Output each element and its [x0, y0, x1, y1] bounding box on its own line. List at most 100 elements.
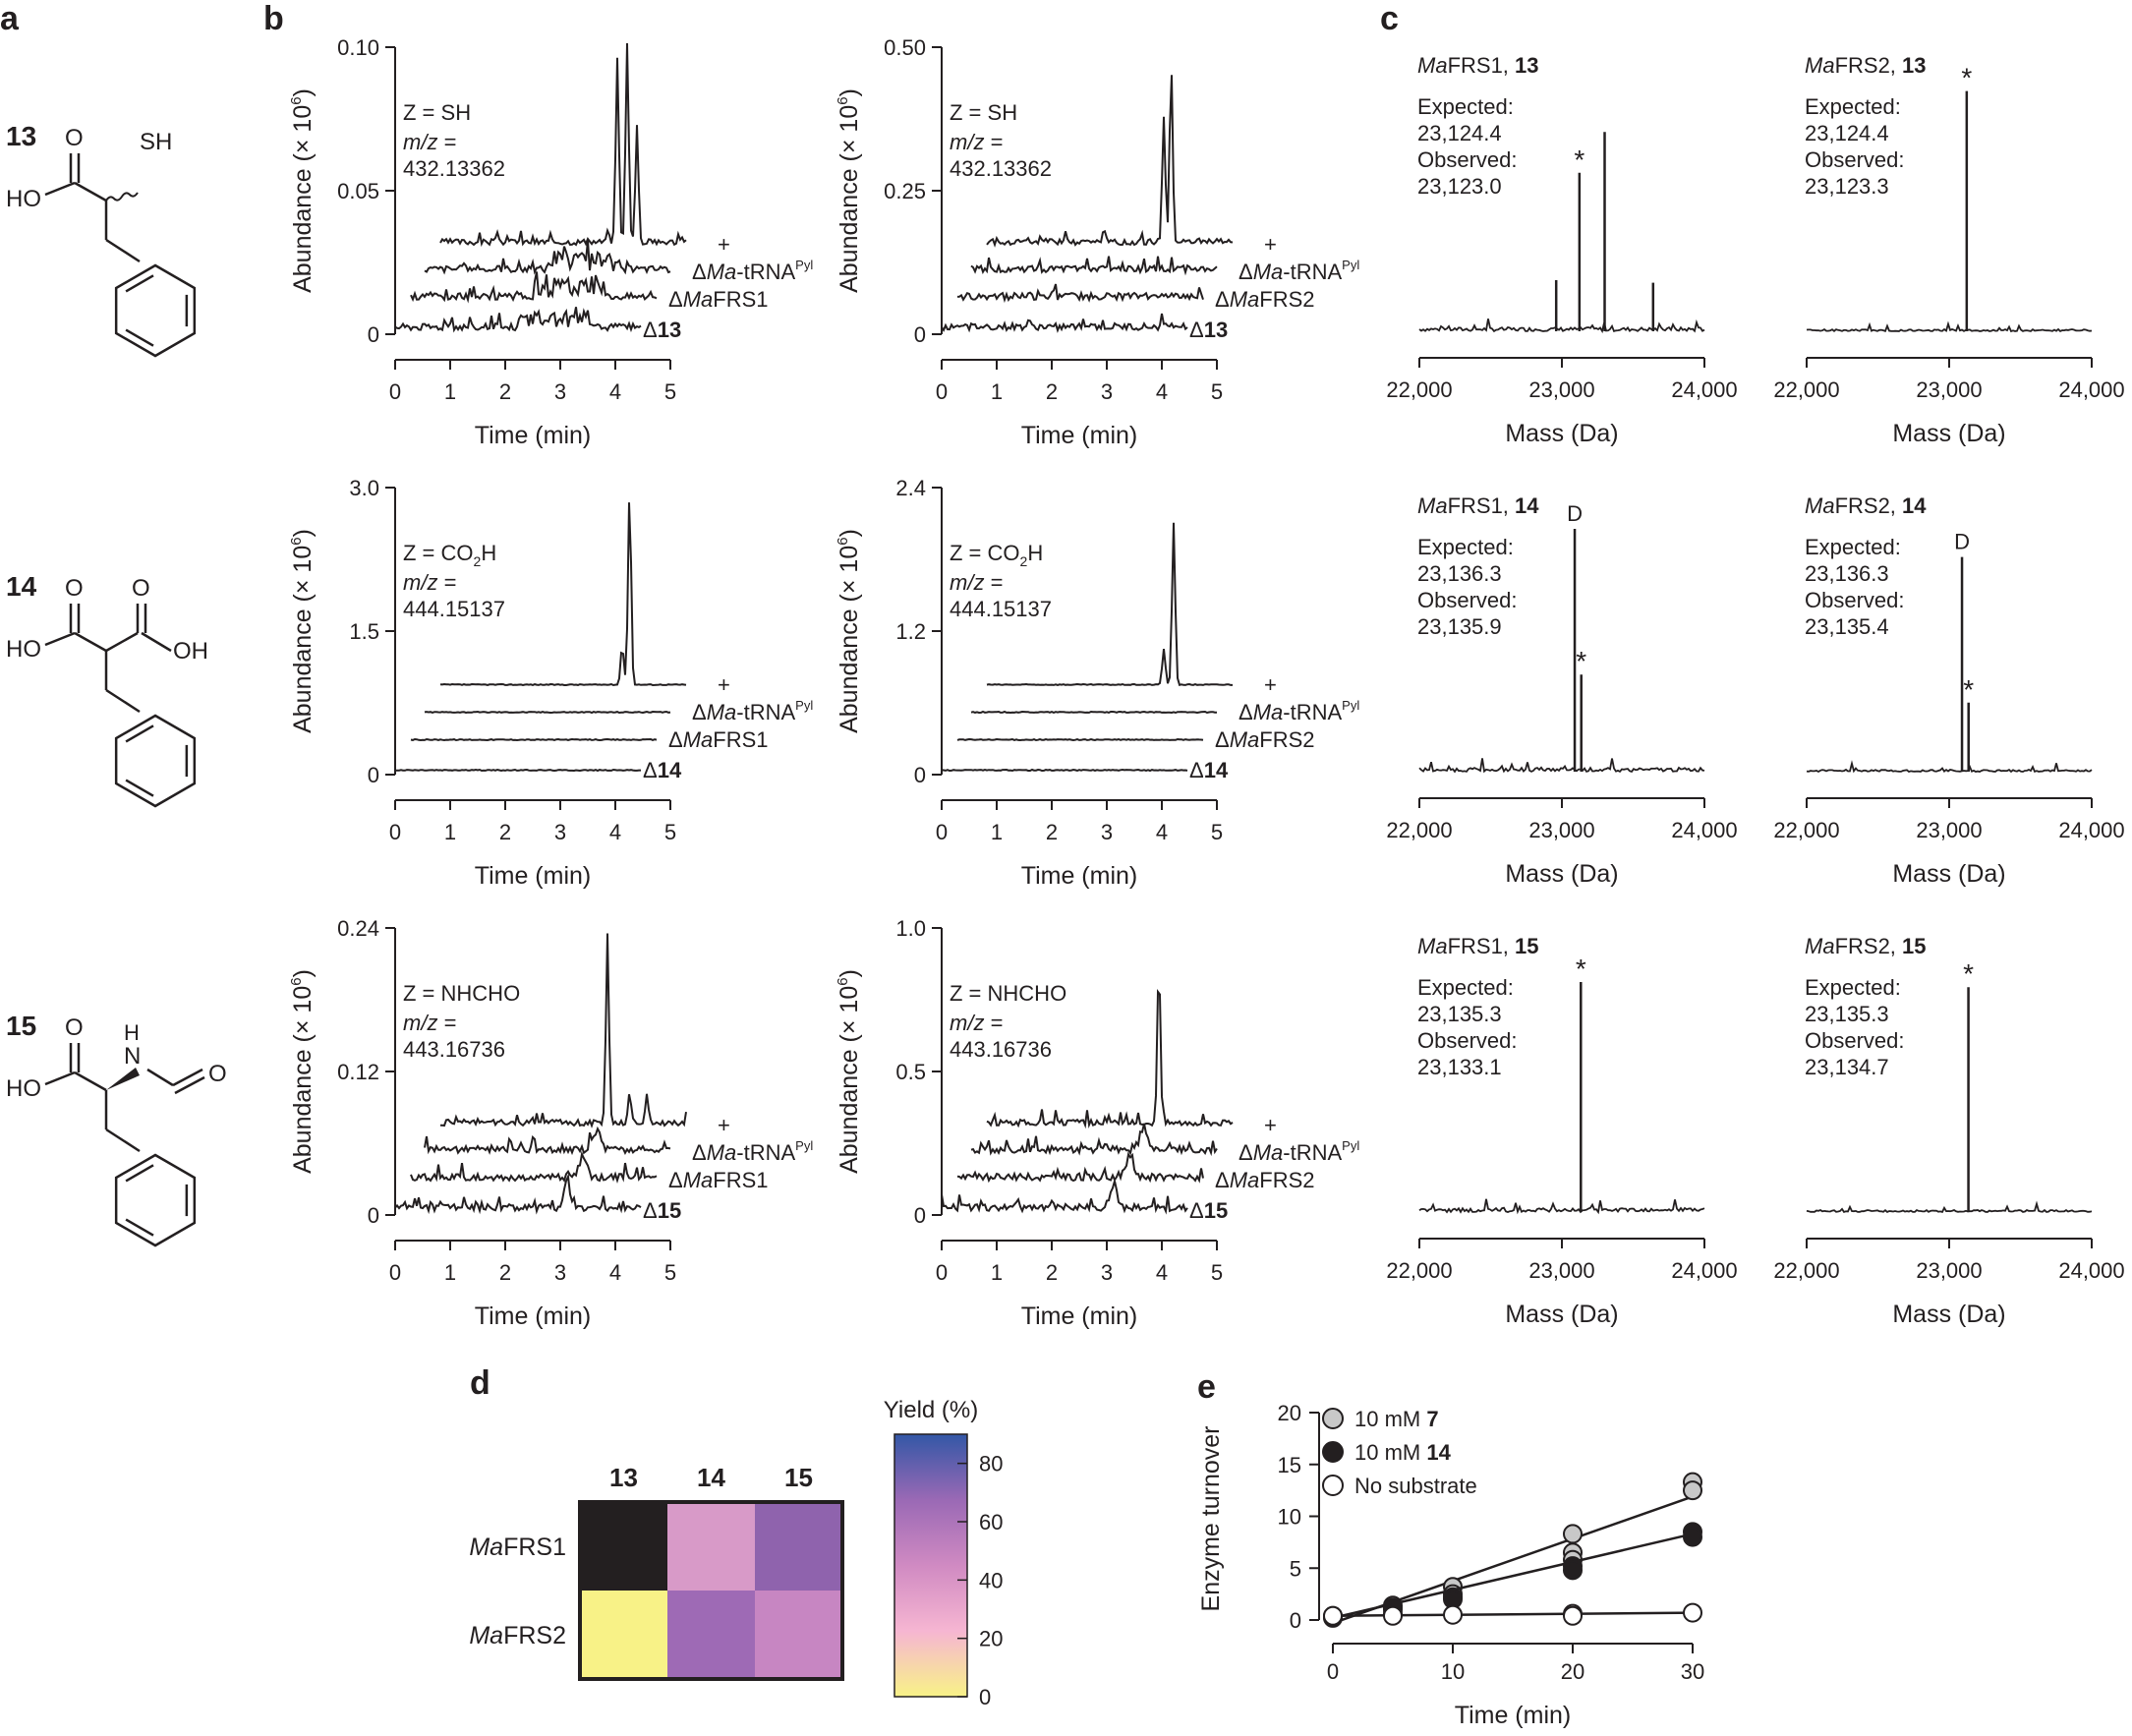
compound-15-o-label: O [208, 1061, 227, 1087]
compound-13-benzene-double-bond-0 [125, 274, 154, 293]
chrom-3-trace-plus: + [1264, 672, 1277, 697]
turnover-xlabel: Time (min) [1455, 1702, 1572, 1729]
chrom-4-ylabel-exp: 6 [288, 977, 305, 985]
chrom-4-tl2-frs: FRS1 [713, 1168, 768, 1192]
chrom-1-tl3-delta: Δ [1189, 318, 1204, 342]
turnover-y-ticklabel-1: 15 [1278, 1453, 1301, 1477]
chrom-5-trace-label-1: ΔMa-tRNAPyl [1239, 1138, 1359, 1165]
chrom-3-mz-italic: m/z [950, 570, 984, 595]
chrom-5-tl2-frs: FRS2 [1259, 1168, 1314, 1192]
chrom-2-trace-2 [410, 737, 658, 742]
ms-5-title: MaFRS2, 15 [1805, 934, 1927, 958]
chrom-5-ylabel-main: Abundance (× 10 [836, 986, 863, 1174]
chrom-4-trace-label-3: Δ15 [643, 1198, 681, 1223]
chrom-2-trace-label-2: ΔMaFRS1 [668, 727, 769, 752]
chrom-4-tl2-ma: Ma [683, 1168, 714, 1192]
panel-label-e: e [1197, 1368, 1216, 1406]
chrom-5-y-ticklabel-2: 0 [914, 1203, 926, 1228]
chrom-3-y-ticklabel-0: 2.4 [895, 476, 926, 500]
ms-0-title-frs: FRS1, [1448, 53, 1515, 78]
ms-4-expected-value: 23,135.3 [1417, 1002, 1502, 1026]
chrom-5-mz-eq: = [984, 1011, 1003, 1035]
turnover-point-0-10 [1683, 1480, 1702, 1501]
chrom-5-trace-label-2: ΔMaFRS2 [1215, 1168, 1315, 1192]
chrom-0-tl2-delta: Δ [668, 287, 683, 312]
chrom-5-x-ticklabel-2: 2 [1046, 1260, 1058, 1285]
chrom-0-mz-value: 432.13362 [403, 156, 505, 181]
chrom-1-z-prefix: Z = [950, 100, 988, 125]
chrom-3-y-ticklabel-2: 0 [914, 763, 926, 787]
chrom-3-x-ticklabel-1: 1 [991, 820, 1003, 844]
chrom-3-x-ticklabel-5: 5 [1211, 820, 1223, 844]
ms-0-x-ticklabel-2: 24,000 [1671, 377, 1737, 402]
chrom-5-ylabel-close: ) [836, 969, 863, 977]
chrom-0-ylabel-close: ) [289, 88, 317, 96]
chrom-5-y-ticklabel-1: 0.5 [895, 1060, 926, 1084]
legend-bold-1: 14 [1426, 1440, 1451, 1465]
chrom-4-ylabel-main: Abundance (× 10 [289, 986, 317, 1174]
heatmap-row-label-0: MaFRS1 [469, 1533, 566, 1561]
compound-15-h-label: H [124, 1020, 140, 1045]
chrom-3-mz-eq: = [984, 570, 1003, 595]
chrom-0-mz-italic: m/z [403, 130, 437, 154]
legend-bold-0: 7 [1426, 1407, 1438, 1431]
legend-label-2: No substrate [1354, 1474, 1477, 1498]
chrom-0-z-prefix: Z = [403, 100, 441, 125]
chrom-3-z-h: H [1027, 541, 1043, 565]
chrom-3-tl3-cmp: 14 [1204, 758, 1229, 782]
colorbar-ticklabel-0: 80 [979, 1452, 1003, 1476]
ms-3-title-frs: FRS2, [1835, 493, 1902, 518]
chrom-1-y-ticklabel-2: 0 [914, 322, 926, 347]
turnover-point-0-6 [1563, 1524, 1583, 1544]
turnover-point-2-0 [1323, 1605, 1343, 1626]
chrom-4-ylabel: Abundance (× 106) [288, 969, 317, 1174]
chrom-2-trace-1 [424, 710, 671, 715]
ms-4-x-ticklabel-0: 22,000 [1386, 1258, 1452, 1283]
turnover-y-ticklabel-2: 10 [1278, 1505, 1301, 1530]
heatmap-cell-1-2 [755, 1591, 842, 1679]
chrom-1-tl3-cmp: 13 [1204, 318, 1228, 342]
chrom-4-trace-label-1: ΔMa-tRNAPyl [692, 1138, 813, 1165]
compound-13-ring-bond [105, 238, 141, 263]
ms-3-x-ticklabel-0: 22,000 [1773, 818, 1839, 842]
chrom-3-trace-2 [956, 737, 1204, 742]
chrom-1-mz-label: m/z = [950, 130, 1003, 154]
chrom-0-trace-2 [410, 271, 658, 304]
compound-14-benzene-double-bond-0 [125, 724, 154, 743]
chrom-3-x-ticklabel-0: 0 [936, 820, 948, 844]
ms-5-observed-value: 23,134.7 [1805, 1055, 1889, 1079]
chrom-4-x-ticklabel-0: 0 [389, 1260, 401, 1285]
chrom-5-x-ticklabel-5: 5 [1211, 1260, 1223, 1285]
colorbar-ticklabel-1: 60 [979, 1510, 1003, 1534]
ms-2-xlabel: Mass (Da) [1505, 860, 1618, 888]
compound-13-carbonyl-label: O [65, 125, 84, 151]
ms-5-baseline [1806, 1200, 2093, 1213]
chrom-1-x-ticklabel-4: 4 [1156, 379, 1168, 404]
chrom-3-trace-label-3: Δ14 [1189, 758, 1229, 782]
turnover-point-2-5 [1683, 1602, 1702, 1623]
chrom-4-mz-eq: = [437, 1011, 456, 1035]
ms-5-xlabel: Mass (Da) [1892, 1301, 2005, 1328]
compound-15-wedge-bond [106, 1068, 140, 1090]
compound-15-acid-label: HO [6, 1075, 41, 1102]
chrom-0-tl2-frs: FRS1 [713, 287, 768, 312]
chrom-2-x-ticklabel-2: 2 [499, 820, 511, 844]
chrom-3-tl1-delta: Δ [1239, 700, 1253, 724]
compound-13-benzene-double-bond-1 [125, 328, 154, 347]
compound-14-benzene-double-bond-1 [125, 779, 154, 797]
ms-4-x-ticklabel-2: 24,000 [1671, 1258, 1737, 1283]
turnover-point-2-1 [1383, 1605, 1403, 1626]
chrom-4-trace-label-0: + [718, 1113, 730, 1137]
chrom-0-x-ticklabel-1: 1 [444, 379, 456, 404]
chrom-1-trace-label-3: Δ13 [1189, 318, 1228, 342]
chrom-5-tl1-ma: Ma [1253, 1140, 1284, 1165]
turnover-point-1-6 [1563, 1560, 1583, 1581]
chrom-2-trace-label-1: ΔMa-tRNAPyl [692, 698, 813, 724]
chrom-3-tl2-delta: Δ [1215, 727, 1230, 752]
heatmap-border [578, 1500, 844, 1681]
chrom-5-mz-value: 443.16736 [950, 1037, 1052, 1062]
chrom-2-ylabel-close: ) [289, 529, 317, 537]
chrom-2-z-label: Z = CO2H [403, 541, 496, 569]
chrom-2-trace-plus: + [718, 672, 730, 697]
